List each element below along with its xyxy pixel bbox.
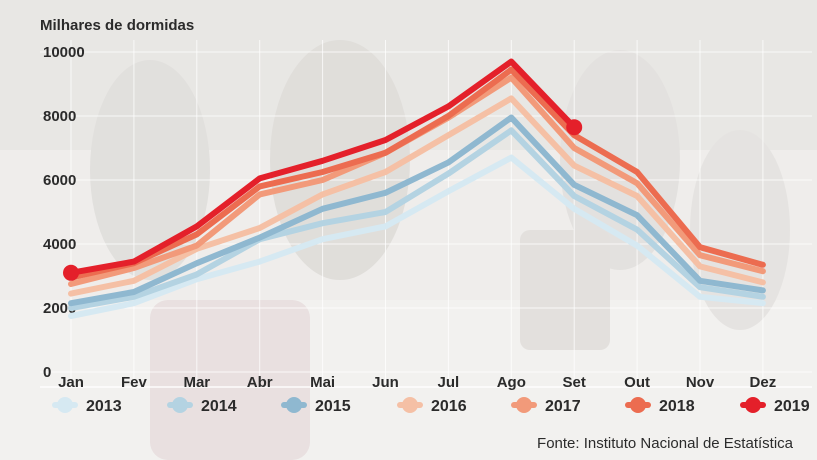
gridlines	[40, 40, 812, 388]
y-tick-labels: 10000 8000 6000 4000 2000 0	[43, 44, 85, 381]
source-note: Fonte: Instituto Nacional de Estatística	[537, 435, 794, 452]
legend-label-2019: 2019	[774, 398, 810, 415]
legend-label-2018: 2018	[659, 398, 695, 415]
x-tick-labels: Jan Fev Mar Abr Mai Jun Jul Ago Set Out Nov Dez	[58, 374, 776, 391]
legend: 2013 2014 2015 2016 2017 2018 2019	[52, 397, 810, 415]
legend-label-2013: 2013	[86, 398, 122, 415]
series-endpoint-2019	[566, 119, 583, 136]
y-tick-label: 4000	[43, 236, 76, 253]
legend-label-2015: 2015	[315, 398, 351, 415]
series-endpoint-2019	[63, 264, 79, 281]
legend-label-2017: 2017	[545, 398, 581, 415]
legend-label-2014: 2014	[201, 398, 237, 415]
y-tick-label: 2000	[43, 300, 76, 317]
y-axis-label: Milhares de dormidas	[40, 17, 194, 34]
x-tick-label: Nov	[686, 374, 715, 391]
x-tick-label: Set	[563, 374, 586, 391]
x-tick-label: Mai	[310, 374, 335, 391]
legend-marker-2013	[57, 397, 73, 413]
x-tick-label: Jul	[438, 374, 460, 391]
y-tick-label: 8000	[43, 108, 76, 125]
x-tick-label: Dez	[750, 374, 777, 391]
y-tick-label: 6000	[43, 172, 76, 189]
legend-marker-2018	[630, 397, 646, 413]
x-tick-label: Fev	[121, 374, 148, 391]
legend-marker-2016	[402, 397, 418, 413]
series-line-2016	[68, 95, 766, 297]
legend-marker-2014	[172, 397, 188, 413]
legend-marker-2015	[286, 397, 302, 413]
x-tick-label: Jun	[372, 374, 399, 391]
x-tick-label: Abr	[247, 374, 273, 391]
series-line-2013	[68, 154, 766, 319]
legend-marker-2017	[516, 397, 532, 413]
y-tick-label: 0	[43, 364, 51, 381]
legend-marker-2019	[745, 397, 761, 413]
x-tick-label: Ago	[497, 374, 526, 391]
y-tick-label: 10000	[43, 44, 85, 61]
series-line-2014	[68, 127, 766, 311]
series-lines	[63, 58, 766, 319]
series-line-2015	[68, 114, 766, 307]
x-tick-label: Jan	[58, 374, 84, 391]
x-tick-label: Out	[624, 374, 650, 391]
x-tick-label: Mar	[183, 374, 210, 391]
series-line-2018	[68, 66, 766, 281]
series-line-2019	[68, 58, 578, 276]
legend-label-2016: 2016	[431, 398, 467, 415]
